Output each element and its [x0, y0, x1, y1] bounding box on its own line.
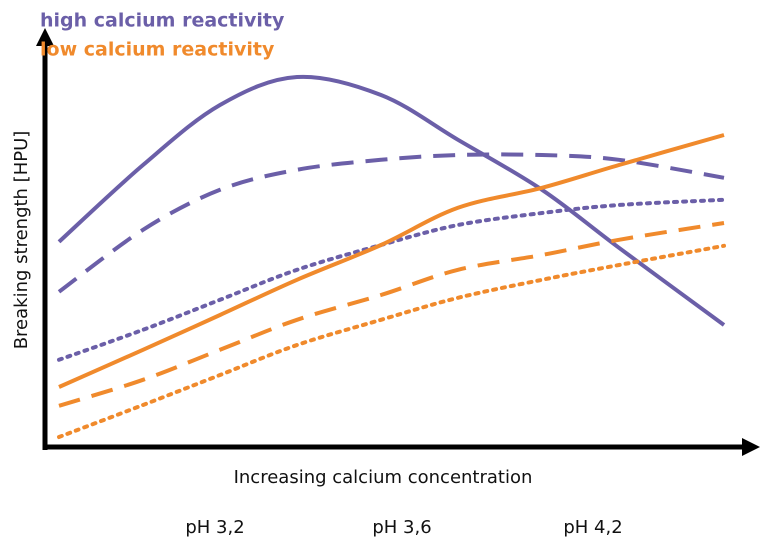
legend-label: high calcium reactivity — [40, 10, 285, 32]
line — [57, 74, 726, 327]
annotation: pH 4,2 — [563, 517, 622, 538]
y-axis-label: Breaking strength [HPU] — [11, 131, 32, 350]
line — [57, 243, 726, 439]
annotation: pH 3,2 — [185, 517, 244, 538]
line — [57, 152, 725, 294]
annotation: pH 3,6 — [372, 517, 431, 538]
x-axis-arrow — [742, 438, 760, 456]
line — [57, 197, 726, 362]
x-axis-label: Increasing calcium concentration — [234, 467, 533, 488]
line — [58, 221, 725, 408]
line — [58, 133, 725, 389]
legend-label: low calcium reactivity — [40, 39, 275, 61]
y-axis-arrow — [36, 28, 54, 46]
